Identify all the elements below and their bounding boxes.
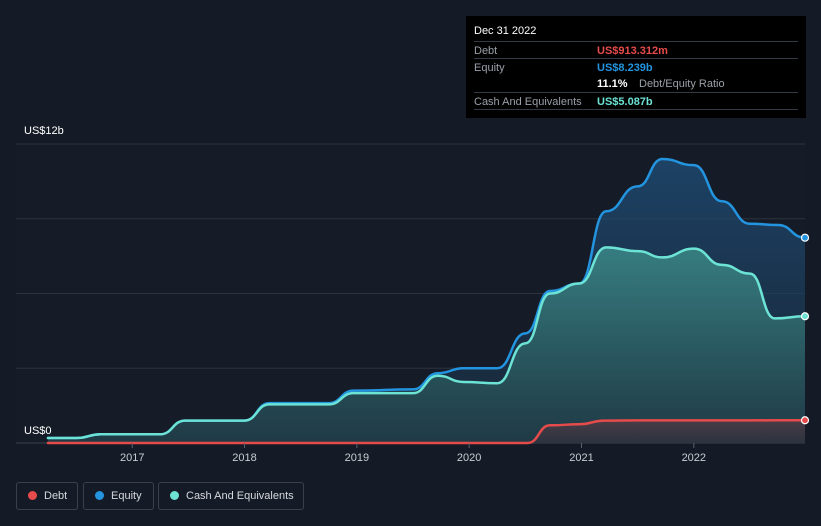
x-tick-label-5: 2022 [682,452,706,464]
tooltip: Dec 31 2022 Debt US$913.312m Equity US$8… [466,16,806,118]
debt-line [46,419,807,445]
area-layer [48,158,805,443]
y-axis-bottom-label: US$0 [24,425,52,437]
tooltip-debt-value: US$913.312m [597,45,668,57]
x-tick-label-4: 2021 [569,452,593,464]
x-tick-label-1: 2018 [232,452,256,464]
tooltip-row-equity: Equity US$8.239b [474,58,798,76]
cash-dot-icon [170,491,179,500]
x-tick-label-0: 2017 [120,452,144,464]
tooltip-row-debt: Debt US$913.312m [474,41,798,59]
tooltip-cash-label: Cash And Equivalents [474,96,582,108]
tooltip-row-cash: Cash And Equivalents US$5.087b [474,92,798,110]
x-tick-label-2: 2019 [345,452,369,464]
x-axis-ticks: 2017 2018 2019 2020 2021 2022 [120,443,706,464]
legend-equity-label: Equity [111,490,142,502]
y-axis-top-label: US$12b [24,125,64,137]
equity-dot-icon [95,491,104,500]
equity-endpoint [800,233,810,242]
tooltip-ratio-label: Debt/Equity Ratio [639,78,725,90]
cash-line [46,246,807,440]
tooltip-cash-value: US$5.087b [597,96,653,108]
tooltip-row-ratio: 11.1% Debt/Equity Ratio [474,75,798,92]
legend-equity[interactable]: Equity [83,482,154,510]
legend-cash[interactable]: Cash And Equivalents [158,482,304,510]
x-tick-label-3: 2020 [457,452,481,464]
tooltip-debt-label: Debt [474,45,498,57]
tooltip-date: Dec 31 2022 [474,25,537,37]
debt-endpoint [800,416,810,425]
debt-dot-icon [28,491,37,500]
debt-area [48,420,805,443]
tooltip-bottom-rule [474,109,798,110]
tooltip-equity-value: US$8.239b [597,62,653,74]
tooltip-ratio-value: 11.1% [597,78,628,90]
legend-cash-label: Cash And Equivalents [186,490,294,502]
line-layer [46,157,807,445]
endpoint-layer [800,233,810,425]
legend-debt-label: Debt [44,490,68,502]
legend-debt[interactable]: Debt [16,482,78,510]
tooltip-equity-label: Equity [474,62,505,74]
cash-endpoint [800,312,810,321]
cash-area [48,247,805,443]
